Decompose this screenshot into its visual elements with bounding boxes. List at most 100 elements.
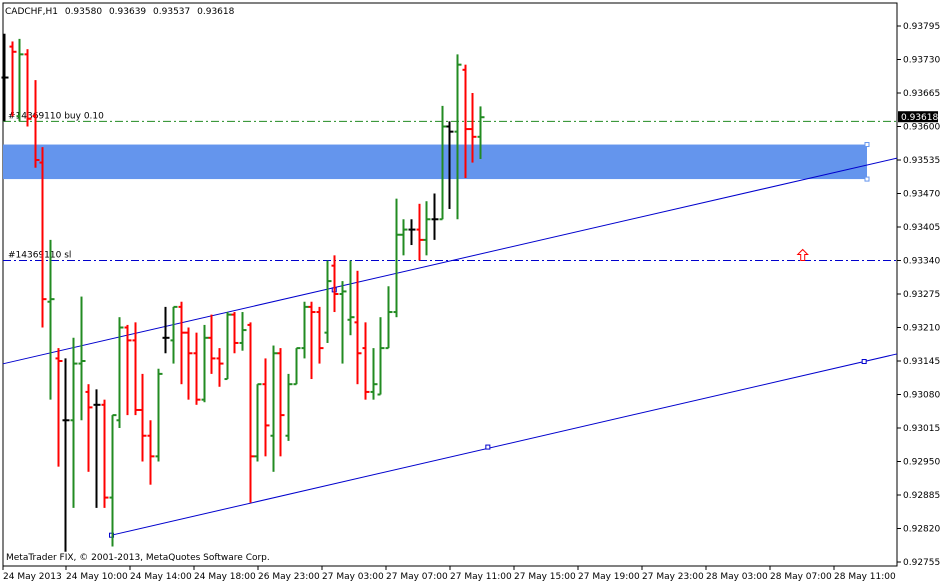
ohlc-bar — [362, 322, 370, 400]
x-tick-label: 24 May 18:00 — [194, 572, 256, 582]
y-tick-label: 0.93730 — [903, 56, 940, 66]
ohlc-bar — [285, 373, 293, 441]
y-tick-label: 0.92950 — [903, 458, 940, 468]
ohlc-bar — [101, 399, 109, 508]
ohlc-bar — [147, 420, 155, 485]
ohlc-bar — [78, 296, 86, 421]
ohlc-bar — [193, 332, 201, 405]
ohlc-bar — [446, 121, 454, 209]
ohlc-bar — [339, 281, 347, 364]
x-tick-label: 24 May 2013 — [3, 572, 62, 582]
x-tick-label: 24 May 10:00 — [66, 572, 128, 582]
ohlc-bar — [201, 324, 209, 403]
ohlc-bar — [370, 348, 378, 400]
ohlc-bar — [1, 33, 9, 122]
ohlc-bar — [431, 193, 439, 240]
x-tick-label: 28 May 11:00 — [834, 572, 896, 582]
ohlc-bar — [62, 358, 70, 552]
low-value: 0.93537 — [153, 7, 190, 17]
open-value: 0.93580 — [65, 7, 102, 17]
ohlc-bar — [324, 260, 332, 343]
channel-handle — [485, 444, 491, 450]
y-tick-label: 0.93275 — [903, 290, 940, 300]
ohlc-bar — [477, 106, 485, 159]
ohlc-bar — [331, 255, 339, 313]
ohlc-bar — [162, 306, 170, 354]
ohlc-bar — [208, 314, 216, 374]
stop-loss-label: #14369110 sl — [8, 251, 71, 261]
x-tick-label: 27 May 03:00 — [322, 572, 384, 582]
current-price-tag: 0.93618 — [898, 111, 938, 123]
ohlc-bar — [216, 348, 224, 387]
ohlc-bar — [416, 203, 424, 261]
x-tick-label: 26 May 23:00 — [258, 572, 320, 582]
chart-header: CADCHF,H1 0.93580 0.93639 0.93537 0.9361… — [5, 7, 235, 17]
ohlc-bar — [70, 337, 78, 508]
ohlc-bar — [385, 286, 393, 350]
ohlc-bar — [178, 301, 186, 385]
ohlc-bar — [393, 198, 401, 318]
ohlc-bar — [109, 414, 117, 547]
ohlc-bar — [170, 305, 178, 364]
ohlc-bar — [239, 312, 247, 351]
ohlc-bar — [139, 373, 147, 462]
channel-upper-line[interactable] — [2, 157, 898, 365]
channel-lower-line[interactable] — [111, 353, 898, 536]
ohlc-bar — [254, 383, 262, 462]
y-tick-label: 0.93665 — [903, 89, 940, 99]
high-value: 0.93639 — [109, 7, 146, 17]
ohlc-bar — [262, 358, 270, 457]
ohlc-bar — [132, 322, 140, 416]
buy-order-label: #14369110 buy 0.10 — [8, 111, 104, 121]
y-tick-label: 0.93470 — [903, 190, 940, 200]
ohlc-bar — [277, 348, 285, 457]
ohlc-bar — [9, 41, 17, 117]
ohlc-bar — [270, 345, 278, 472]
ohlc-bar — [16, 38, 24, 122]
ohlc-bar — [293, 347, 301, 386]
y-tick-label: 0.93405 — [903, 223, 940, 233]
x-tick-label: 27 May 11:00 — [450, 572, 512, 582]
ohlc-bars — [1, 33, 485, 552]
y-tick-label: 0.93145 — [903, 357, 940, 367]
x-tick-label: 27 May 23:00 — [642, 572, 704, 582]
ohlc-bar — [55, 348, 63, 467]
symbol-label: CADCHF,H1 — [5, 7, 58, 17]
ohlc-bar — [47, 239, 55, 400]
y-tick-label: 0.93340 — [903, 257, 940, 267]
channel-handle — [861, 359, 867, 365]
ohlc-bar — [439, 105, 447, 221]
copyright-text: MetaTrader FIX, © 2001-2013, MetaQuotes … — [6, 553, 270, 563]
zone-handle[interactable] — [864, 176, 870, 182]
price-zone-rectangle[interactable] — [3, 144, 867, 180]
x-tick-label: 28 May 03:00 — [706, 572, 768, 582]
buy-arrow-icon — [796, 248, 809, 261]
ohlc-bar — [316, 306, 324, 364]
ohlc-bar — [24, 49, 32, 127]
ohlc-bar — [224, 312, 232, 381]
close-value: 0.93618 — [197, 7, 234, 17]
y-tick-label: 0.92820 — [903, 525, 940, 535]
y-tick-label: 0.93600 — [903, 123, 940, 133]
x-tick-label: 27 May 19:00 — [578, 572, 640, 582]
ohlc-bar — [231, 312, 239, 354]
y-tick-label: 0.93795 — [903, 22, 940, 32]
y-tick-label: 0.93080 — [903, 391, 940, 401]
ohlc-bar — [39, 147, 47, 328]
y-tick-label: 0.92885 — [903, 491, 940, 501]
x-tick-label: 24 May 14:00 — [130, 572, 192, 582]
zone-handle[interactable] — [864, 142, 870, 148]
ohlc-bar — [354, 270, 362, 385]
ohlc-bar — [32, 80, 40, 168]
ohlc-bar — [124, 324, 132, 416]
ohlc-bar — [408, 219, 416, 246]
price-axis: 0.93795 0.93730 0.93665 0.93600 0.93535 0.934… — [897, 22, 940, 568]
y-tick-label: 0.93015 — [903, 424, 940, 434]
ohlc-bar — [469, 93, 477, 163]
x-tick-label: 27 May 15:00 — [514, 572, 576, 582]
ohlc-bar — [423, 201, 431, 256]
ohlc-bar — [462, 64, 470, 179]
y-tick-label: 0.93210 — [903, 324, 940, 334]
